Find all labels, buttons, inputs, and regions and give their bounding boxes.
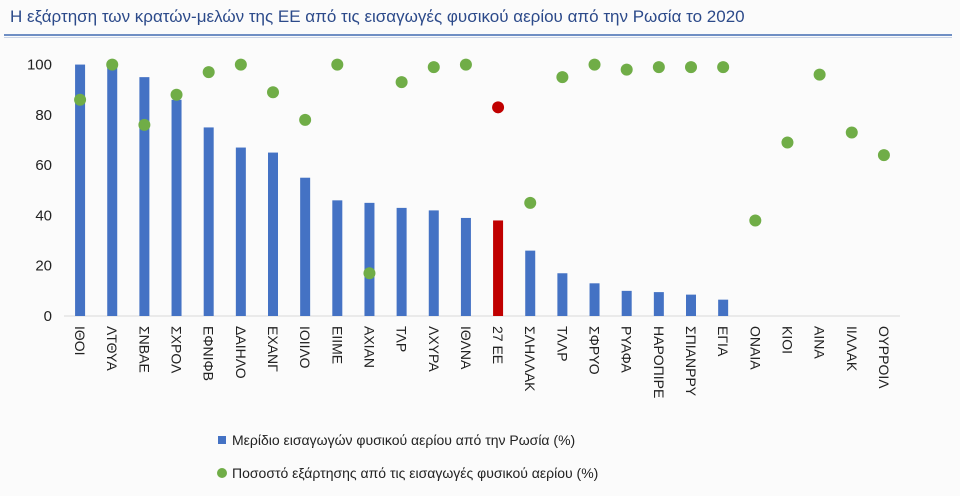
x-category-label: ΣΧΡΟΛ — [169, 326, 185, 374]
dot-point — [620, 63, 633, 76]
bar — [364, 202, 375, 316]
y-tick-label: 0 — [44, 308, 52, 325]
bar — [139, 77, 150, 317]
bar — [171, 99, 182, 317]
bar — [589, 283, 600, 316]
dot-series — [74, 58, 890, 280]
legend-label-bar: Μερίδιο εισαγωγών φυσικού αερίου από την… — [232, 432, 575, 448]
dot-point — [749, 214, 762, 227]
x-category-label: ΣΛΗΛΛΑΚ — [522, 326, 538, 392]
x-category-label: ΕΦΝΙΦΒ — [201, 326, 217, 381]
dot-point — [588, 58, 601, 71]
dot-point — [170, 88, 183, 101]
legend: Μερίδιο εισαγωγών φυσικού αερίου από την… — [217, 432, 598, 481]
y-axis: 0 20 40 60 80 100 — [27, 57, 900, 325]
dot-point — [427, 61, 440, 74]
dot-point — [524, 196, 537, 209]
dot-point — [556, 71, 569, 84]
x-category-label: ΟΝΑΙΑ — [747, 326, 763, 370]
dot-point — [652, 61, 665, 74]
x-category-label: ΣΠΙΑΝΡΡΥ — [683, 326, 699, 397]
dot-point — [74, 93, 87, 106]
x-category-label: ΕΙΙΜΕ — [329, 326, 345, 364]
x-category-label: ΤΛΡ — [394, 326, 410, 352]
dot-point — [685, 61, 697, 74]
bar — [235, 147, 246, 316]
bar — [107, 64, 118, 316]
x-category-label: ΤΛΛΡ — [554, 326, 570, 362]
bar — [332, 200, 343, 316]
bar — [268, 152, 278, 316]
chart-title: Η εξάρτηση των κρατών-μελών της ΕΕ από τ… — [10, 7, 745, 26]
dot-point — [459, 58, 472, 71]
x-category-label: ΛΧΥΡΑ — [426, 326, 442, 372]
title-divider — [4, 34, 952, 36]
x-category-label: ΑΙΝΑ — [812, 326, 828, 359]
x-category-label: ΑΧΙΑΝ — [361, 326, 377, 368]
dot-point — [877, 149, 890, 162]
x-category-label: ΙΘΛΝΑ — [458, 326, 474, 370]
bar — [396, 207, 407, 316]
x-category-label: ΚΙΟΙ — [779, 326, 795, 354]
y-tick-label: 80 — [35, 107, 52, 124]
dot-point — [234, 58, 247, 71]
dot-point — [299, 113, 312, 126]
legend-label-dot: Ποσοστό εξάρτησης από τις εισαγωγές φυσι… — [232, 465, 598, 481]
title-divider-shadow — [4, 37, 952, 38]
x-category-label: ΙΘΟΙ — [72, 326, 88, 356]
bar — [525, 250, 536, 316]
x-category-label: 27 ΕΕ — [490, 326, 506, 364]
dot-point — [106, 58, 119, 71]
dot-point — [267, 86, 279, 99]
dot-point — [138, 118, 151, 131]
x-category-label: ΡΥΑΦΑ — [619, 326, 635, 373]
bar — [557, 273, 568, 316]
x-category-label: ΕΓΙΑ — [715, 326, 731, 357]
bar-series — [75, 64, 729, 317]
dot-point — [813, 68, 826, 81]
bar — [493, 220, 504, 316]
dot-point — [363, 267, 376, 280]
bar — [428, 210, 439, 316]
bar — [653, 292, 664, 316]
x-category-label: ΙΙΛΛΑΚ — [844, 326, 860, 372]
dot-point — [845, 126, 858, 139]
dot-point — [395, 76, 408, 89]
y-tick-label: 100 — [27, 57, 52, 74]
dot-point — [492, 101, 505, 114]
legend-marker-bar — [218, 436, 226, 444]
x-category-label: ΛΤΘΥΑ — [104, 326, 120, 371]
bar — [460, 217, 471, 316]
x-category-label: ΔΑΙΗΛΟ — [233, 326, 249, 379]
y-tick-label: 20 — [35, 258, 52, 275]
bar — [203, 127, 214, 316]
y-tick-label: 40 — [35, 207, 52, 224]
bar — [686, 294, 696, 316]
dot-point — [717, 61, 730, 74]
x-category-label: ΣΝΒΑΕ — [136, 326, 152, 373]
x-category-label: ΣΦΡΥΟ — [587, 326, 603, 375]
bar — [300, 177, 311, 316]
bar — [75, 64, 86, 316]
x-category-label: ΕΧΑΝΓ — [265, 326, 281, 372]
x-category-label: ΟΥΡΡΟΙΛ — [876, 326, 892, 389]
x-category-label: ΙΟΙΙΛΟ — [297, 326, 313, 369]
x-category-label: ΗΑΡΟΠΙΡΕ — [651, 326, 667, 398]
x-axis-categories: ΙΘΟΙ ΛΤΘΥΑ ΣΝΒΑΕ ΣΧΡΟΛ ΕΦΝΙΦΒ ΔΑΙΗΛΟ ΕΧΑΝΓ ΙΟΙΙ… — [72, 326, 892, 398]
bar — [718, 299, 729, 316]
dot-point — [331, 58, 344, 71]
dot-point — [202, 66, 215, 79]
y-tick-label: 60 — [35, 157, 52, 174]
bar — [621, 290, 632, 316]
dot-point — [781, 136, 794, 149]
legend-marker-dot — [217, 468, 227, 478]
